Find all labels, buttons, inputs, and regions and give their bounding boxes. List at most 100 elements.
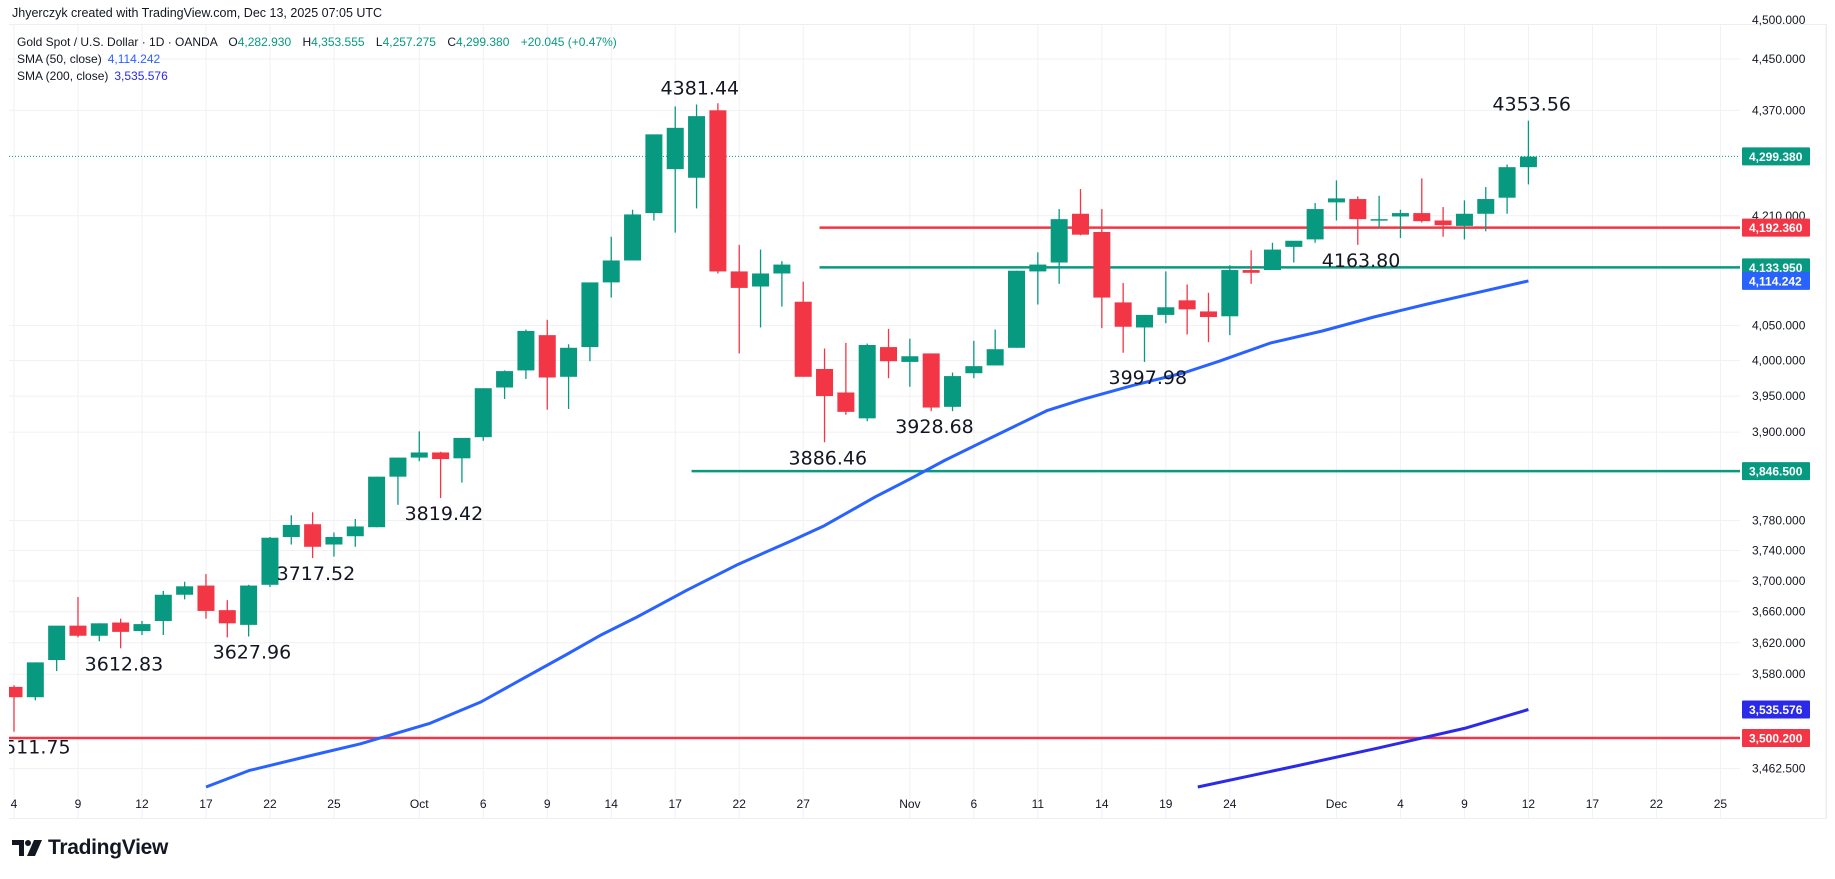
brand-name: TradingView xyxy=(48,836,169,859)
y-tick-label: 3,700.000 xyxy=(1752,574,1806,588)
candle xyxy=(474,388,492,438)
candle xyxy=(666,127,684,170)
candle xyxy=(922,353,940,408)
candle xyxy=(1263,249,1281,271)
y-tick-label: 4,370.000 xyxy=(1752,103,1806,117)
candle xyxy=(1178,300,1196,310)
candlesticks xyxy=(9,103,1537,732)
price-tag-label: 4,299.380 xyxy=(1749,150,1803,164)
x-tick-label: 27 xyxy=(797,797,811,811)
candle xyxy=(581,282,599,348)
candle xyxy=(602,260,620,283)
candle xyxy=(1029,264,1047,272)
x-tick-label: 12 xyxy=(1522,797,1536,811)
sma50-legend-row[interactable]: SMA (50, close) 4,114.242 xyxy=(17,51,617,68)
tradingview-logo[interactable]: TradingView xyxy=(12,836,168,860)
sma50-line xyxy=(205,279,1529,789)
candle xyxy=(752,273,770,287)
price-annotation: 3717.52 xyxy=(277,563,356,585)
chart-grid xyxy=(9,25,1740,818)
candle xyxy=(1242,270,1260,273)
price-annotation: 3928.68 xyxy=(895,416,974,438)
candle xyxy=(325,536,343,545)
candle xyxy=(944,376,962,407)
price-annotation: 4381.44 xyxy=(661,77,740,99)
candle xyxy=(538,335,556,378)
candle xyxy=(432,452,450,460)
x-tick-label: 25 xyxy=(1714,797,1728,811)
candle xyxy=(773,264,791,274)
price-annotation: 3886.46 xyxy=(789,447,868,469)
price-tag-label: 4,114.242 xyxy=(1749,274,1802,288)
price-tag xyxy=(1742,728,1810,747)
candle xyxy=(794,301,812,377)
candle xyxy=(730,271,748,288)
time-axis[interactable]: 4 9 12 17 22 25 Oct 6 9 14 17 22 27 Nov 6 11 14 19 24 Dec 4 9… xyxy=(11,797,1728,811)
candle xyxy=(346,526,364,537)
price-tag-label: 3,500.200 xyxy=(1749,731,1803,745)
candle xyxy=(133,624,151,632)
y-tick-label: 4,050.000 xyxy=(1752,318,1806,332)
candle xyxy=(154,594,172,621)
price-annotation: 3627.96 xyxy=(213,642,292,664)
price-tag xyxy=(1742,700,1810,719)
price-annotation: 4163.80 xyxy=(1322,250,1401,272)
y-tick-label: 4,500.000 xyxy=(1752,13,1806,27)
candle xyxy=(1199,311,1217,317)
change-value: +20.045 (+0.47%) xyxy=(520,35,617,49)
x-tick-label: 17 xyxy=(1586,797,1600,811)
candle xyxy=(858,344,876,419)
symbol-ohlc-row[interactable]: Gold Spot / U.S. Dollar · 1D · OANDA O4,… xyxy=(17,34,617,51)
sma200-label[interactable]: SMA (200, close) xyxy=(17,69,109,83)
candle xyxy=(1072,213,1089,235)
sma200-legend-row[interactable]: SMA (200, close) 3,535.576 xyxy=(17,68,617,85)
x-tick-label: 19 xyxy=(1159,797,1173,811)
candle xyxy=(1434,220,1452,226)
candle xyxy=(9,686,23,698)
sma200-line xyxy=(1197,708,1529,789)
x-tick-label: 9 xyxy=(1461,797,1468,811)
tradingview-logo-icon xyxy=(12,840,42,856)
candle xyxy=(1413,213,1431,222)
candle xyxy=(304,524,322,547)
candle xyxy=(410,452,428,458)
x-tick-label: 11 xyxy=(1032,797,1045,811)
candle xyxy=(48,625,66,661)
close-key: C xyxy=(447,35,456,49)
candle xyxy=(1050,219,1068,263)
sma50-value: 4,114.242 xyxy=(107,52,161,66)
candle xyxy=(1157,307,1175,315)
high-key: H xyxy=(302,35,312,49)
x-tick-label: 14 xyxy=(605,797,619,811)
candle xyxy=(197,585,215,611)
candle xyxy=(837,392,855,412)
candle xyxy=(26,662,44,698)
price-tag xyxy=(1742,462,1810,481)
candle xyxy=(389,457,407,477)
candle xyxy=(624,214,642,261)
candle xyxy=(1093,231,1111,298)
candle xyxy=(496,371,514,388)
y-tick-label: 4,000.000 xyxy=(1752,353,1806,367)
high-value: 4,353.555 xyxy=(311,35,365,49)
symbol-title[interactable]: Gold Spot / U.S. Dollar · 1D · OANDA xyxy=(17,35,218,49)
candle xyxy=(1008,270,1026,348)
price-axis[interactable]: 4,450.0004,370.0004,210.0004,050.0004,00… xyxy=(1752,13,1827,818)
x-tick-label: 17 xyxy=(669,797,683,811)
y-tick-label: 3,620.000 xyxy=(1752,636,1806,650)
x-tick-label: 22 xyxy=(1650,797,1664,811)
y-tick-label: 3,740.000 xyxy=(1752,544,1806,558)
price-tag-label: 3,535.576 xyxy=(1749,703,1803,717)
low-key: L xyxy=(375,35,383,49)
x-tick-label: 17 xyxy=(199,797,213,811)
price-annotation: 3997.98 xyxy=(1108,367,1187,389)
y-tick-label: 3,900.000 xyxy=(1752,425,1806,439)
sma50-label[interactable]: SMA (50, close) xyxy=(17,52,102,66)
candle xyxy=(965,366,983,374)
x-tick-label: 6 xyxy=(480,797,487,811)
y-tick-label: 4,450.000 xyxy=(1752,52,1806,66)
price-annotation: 4353.56 xyxy=(1492,94,1571,116)
y-tick-label: 3,660.000 xyxy=(1752,605,1806,619)
candle xyxy=(218,610,236,624)
